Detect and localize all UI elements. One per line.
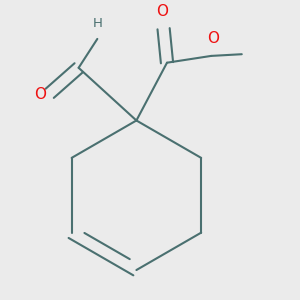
Text: O: O: [156, 4, 168, 19]
Text: O: O: [207, 32, 219, 46]
Text: H: H: [92, 17, 102, 30]
Text: O: O: [34, 88, 46, 103]
